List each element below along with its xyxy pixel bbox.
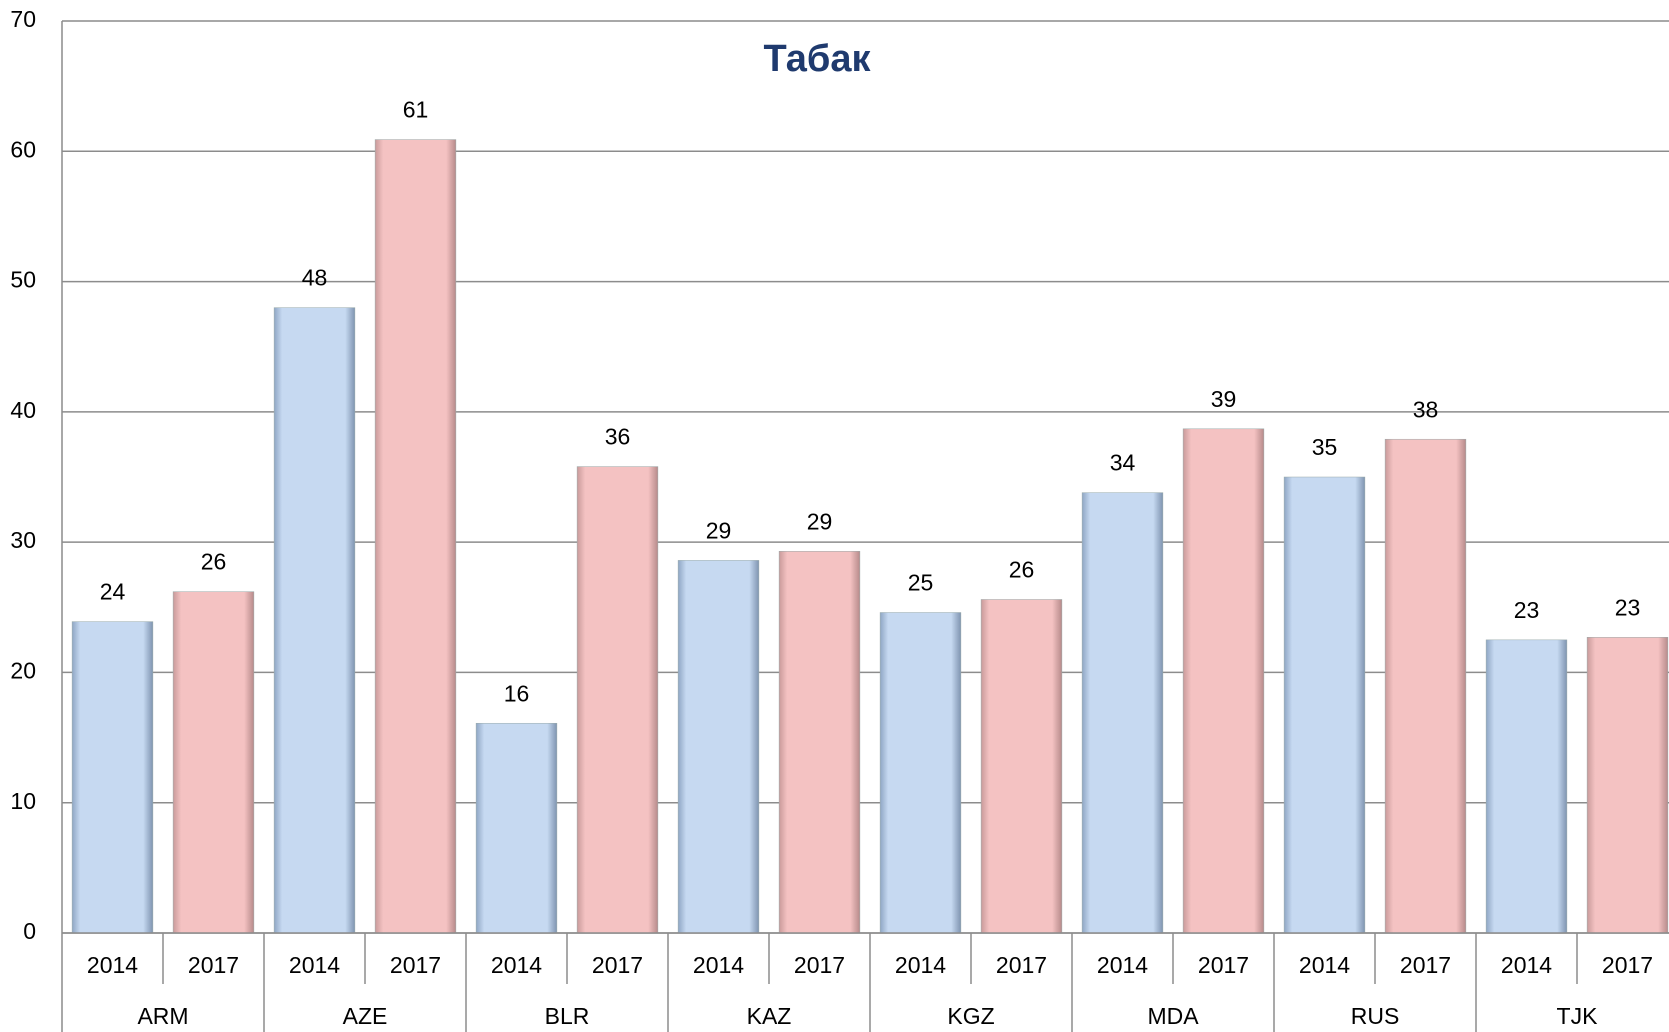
category-label: KGZ (947, 1003, 994, 1029)
data-label: 35 (1312, 434, 1338, 460)
series-label: 2017 (592, 952, 643, 978)
series-label: 2014 (693, 952, 744, 978)
data-label: 29 (807, 508, 833, 534)
bar (374, 139, 457, 934)
y-tick-label: 70 (10, 6, 36, 32)
bar (273, 307, 356, 934)
series-label: 2014 (1501, 952, 1552, 978)
data-label: 25 (908, 570, 934, 596)
series-label: 2017 (794, 952, 845, 978)
category-label: BLR (545, 1003, 590, 1029)
bar (879, 612, 962, 934)
series-label: 2014 (895, 952, 946, 978)
bar (1586, 637, 1669, 934)
y-tick-label: 50 (10, 267, 36, 293)
series-label: 2014 (1097, 952, 1148, 978)
bar (1384, 438, 1467, 934)
data-label: 48 (302, 265, 328, 291)
bar (71, 621, 154, 934)
data-label: 23 (1615, 594, 1641, 620)
data-label: 38 (1413, 396, 1439, 422)
category-label: TJK (1557, 1003, 1599, 1029)
y-tick-label: 30 (10, 527, 36, 553)
series-label: 2014 (1299, 952, 1350, 978)
data-label: 26 (201, 549, 227, 575)
y-tick-label: 0 (23, 918, 36, 944)
series-label: 2017 (188, 952, 239, 978)
series-label: 2017 (1198, 952, 1249, 978)
data-label: 61 (403, 97, 429, 123)
y-tick-label: 20 (10, 658, 36, 684)
chart-title: Табак (763, 38, 871, 80)
data-label: 24 (100, 579, 126, 605)
category-label: RUS (1351, 1003, 1400, 1029)
y-tick-label: 60 (10, 136, 36, 162)
series-label: 2014 (491, 952, 542, 978)
bar (1081, 492, 1164, 934)
data-label: 34 (1110, 450, 1136, 476)
bar (980, 599, 1063, 934)
y-tick-label: 10 (10, 788, 36, 814)
bar (1283, 476, 1366, 934)
series-label: 2014 (289, 952, 340, 978)
data-label: 39 (1211, 386, 1237, 412)
bar (475, 722, 558, 934)
bar (576, 466, 659, 934)
series-label: 2014 (87, 952, 138, 978)
data-label: 36 (605, 424, 631, 450)
series-label: 2017 (996, 952, 1047, 978)
series-label: 2017 (390, 952, 441, 978)
category-label: AZE (343, 1003, 388, 1029)
category-label: MDA (1147, 1003, 1199, 1029)
y-tick-label: 40 (10, 397, 36, 423)
bar (677, 560, 760, 934)
series-label: 2017 (1400, 952, 1451, 978)
data-label: 29 (706, 517, 732, 543)
bar (1182, 428, 1265, 934)
bar (172, 591, 255, 934)
series-label: 2017 (1602, 952, 1653, 978)
data-label: 16 (504, 680, 530, 706)
bar (778, 551, 861, 934)
data-label: 26 (1009, 557, 1035, 583)
bar (1485, 639, 1568, 934)
category-label: KAZ (747, 1003, 792, 1029)
data-label: 23 (1514, 597, 1540, 623)
category-label: ARM (137, 1003, 188, 1029)
